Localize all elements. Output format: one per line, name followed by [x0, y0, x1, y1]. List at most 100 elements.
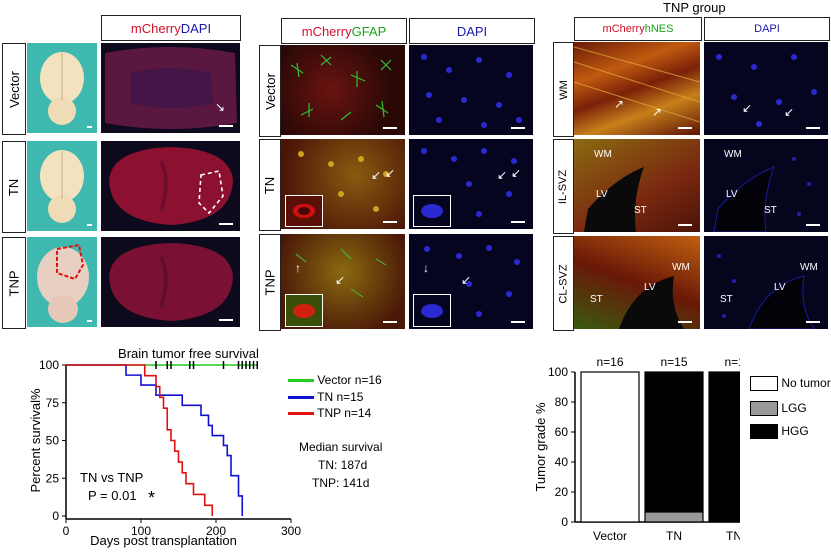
- region-label-wm: WM: [724, 149, 742, 160]
- region-label-wm: WM: [594, 149, 612, 160]
- scale-bar: [383, 321, 397, 323]
- section-tn: [101, 141, 240, 231]
- region-label-wm: WM: [672, 262, 690, 273]
- arrow-icon: ↓: [423, 261, 429, 275]
- row-label-tn: TN: [2, 141, 26, 233]
- brain-photo-tnp: [27, 237, 97, 327]
- region-label-lv: LV: [596, 189, 608, 200]
- legend-label: TN n=15: [317, 390, 364, 404]
- median-survival-tn: TN: 187d: [318, 458, 368, 472]
- brain-photo-vector: [27, 43, 97, 133]
- arrow-icon: ↙: [511, 166, 522, 180]
- legend-label: HGG: [781, 424, 809, 438]
- arrow-icon: ↙: [742, 101, 753, 115]
- y-tick-label: 100: [548, 365, 568, 379]
- legend-swatch-lgg: [750, 401, 778, 417]
- legend-tnp: TNP n=14: [288, 406, 371, 420]
- dapi-label: DAPI: [180, 20, 212, 36]
- x-tick-label: 300: [281, 524, 301, 538]
- median-survival-tnp: TNP: 141d: [312, 476, 370, 490]
- n-label: n=16: [596, 355, 623, 369]
- annotation-significance: *: [148, 488, 155, 508]
- micrograph-tnp-dapi: ↓ ↙: [409, 234, 533, 329]
- row-label-text: TN: [6, 178, 22, 196]
- brain-photo-tn: [27, 141, 97, 231]
- scale-bar: [678, 224, 692, 226]
- row-label-text: CL-SVZ: [557, 263, 570, 304]
- col-label-dapi: DAPI: [409, 18, 535, 44]
- legend-line-vector: [288, 379, 314, 383]
- scale-bar: [806, 224, 820, 226]
- legend-swatch-no-tumor: [750, 376, 778, 392]
- region-label-st: ST: [720, 294, 733, 305]
- scale-bar: [383, 127, 397, 129]
- legend-tn: TN n=15: [288, 390, 363, 404]
- col-label-mcherry-gfap: mCherry GFAP: [281, 18, 407, 44]
- inset-zoom: [413, 294, 451, 327]
- arrow-icon: ↑: [295, 261, 301, 275]
- bar-segment: [644, 371, 704, 513]
- micrograph-wm-dapi: ↙ ↙: [704, 42, 828, 135]
- scale-bar: [678, 127, 692, 129]
- scale-bar: [219, 319, 233, 321]
- row-label-text: WM: [557, 79, 570, 100]
- y-tick-label: 40: [555, 455, 569, 469]
- micrograph-il-svz-hnes: WM LV ST: [574, 139, 700, 232]
- row-label-text: TNP: [6, 270, 22, 296]
- y-tick-label: 50: [46, 434, 60, 448]
- y-tick-label: 80: [555, 395, 569, 409]
- section-tnp: [101, 237, 240, 327]
- chart-title: Brain tumor free survival: [118, 346, 259, 361]
- annotation-test: TN vs TNP: [80, 470, 143, 485]
- mcherry-label: mCherry: [301, 23, 352, 39]
- n-label: n=14: [724, 355, 740, 369]
- scale-bar: [511, 321, 525, 323]
- y-tick-label: 60: [555, 425, 569, 439]
- y-axis-label: Tumor grade %: [533, 402, 548, 492]
- section-vector: ↘: [101, 43, 240, 133]
- bar-segment: [580, 371, 640, 523]
- legend-label: No tumor: [781, 376, 831, 390]
- legend-label: TNP n=14: [317, 406, 372, 420]
- row-label-tn: TN: [259, 139, 281, 231]
- micrograph-il-svz-dapi: WM LV ST: [704, 139, 828, 232]
- x-tick-label: TN: [666, 529, 682, 543]
- arrow-icon: ↙: [461, 273, 472, 287]
- x-tick-label: 200: [206, 524, 226, 538]
- x-tick-label: Vector: [593, 529, 627, 543]
- gfap-label: GFAP: [351, 23, 387, 39]
- x-tick-label: 100: [131, 524, 151, 538]
- region-label-st: ST: [764, 205, 777, 216]
- micrograph-tn-dapi: ↙ ↙: [409, 139, 533, 229]
- bar-segment: [708, 371, 740, 523]
- bar-segment: [644, 511, 704, 523]
- legend-no-tumor: No tumor: [750, 376, 831, 392]
- mcherry-label: mCherry: [602, 23, 645, 35]
- y-tick-label: 100: [39, 358, 59, 372]
- arrow-icon: ↙: [385, 166, 396, 180]
- row-label-tnp: TNP: [2, 237, 26, 329]
- row-label-tnp: TNP: [259, 234, 281, 331]
- scale-bar: [383, 221, 397, 223]
- micrograph-vector-gfap: [281, 45, 405, 135]
- mcherry-label: mCherry: [130, 20, 181, 36]
- arrow-icon: ↙: [497, 168, 508, 182]
- y-tick-label: 20: [555, 485, 569, 499]
- micrograph-tn-gfap: ↙ ↙: [281, 139, 405, 229]
- legend-swatch-hgg: [750, 424, 778, 440]
- survival-chart: 0 25 50 75 100 0 100 200 300 Days post transplant…: [28, 346, 301, 548]
- arrow-icon: ↘: [215, 100, 226, 114]
- micrograph-tnp-gfap: ↑ ↙: [281, 234, 405, 329]
- row-label-cl-svz: CL-SVZ: [553, 236, 574, 331]
- micrograph-wm-hnes: ↗ ↗: [574, 42, 700, 135]
- legend-line-tn: [288, 396, 314, 400]
- y-tick-label: 0: [52, 509, 59, 523]
- micrograph-cl-svz-hnes: WM LV ST: [574, 236, 700, 329]
- col-label-mcherry-hnes: mCherry hNES: [574, 17, 702, 41]
- dapi-label: DAPI: [754, 23, 780, 35]
- series-line-tnp: [66, 364, 214, 516]
- series-line-tn: [66, 364, 244, 516]
- scale-bar: [219, 125, 233, 127]
- x-tick-label: 0: [63, 524, 70, 538]
- x-tick-label: TNP: [726, 529, 740, 543]
